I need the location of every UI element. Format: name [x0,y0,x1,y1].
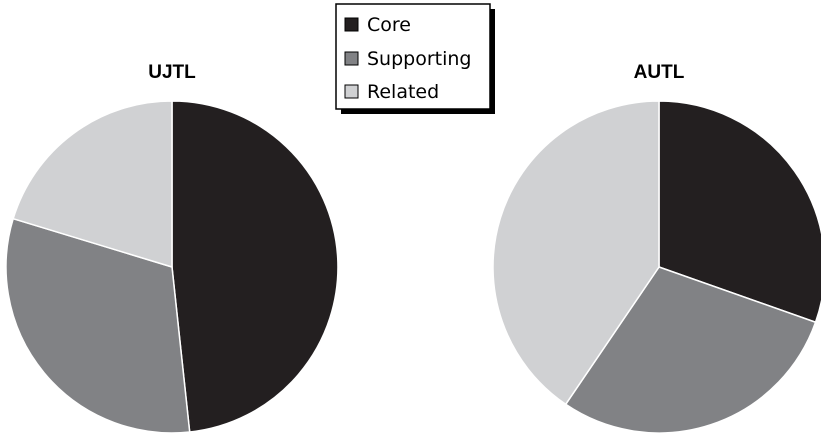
legend-label-core: Core [367,14,411,36]
pie-slice-autl-related [492,100,660,406]
pie-slice-autl-supporting [564,266,817,433]
pie-slice-ujtl-related [12,100,173,268]
pie-chart-ujtl: UJTL [5,62,339,433]
legend-item-related: Related [344,81,439,103]
legend-label-supporting: Supporting [367,48,472,70]
legend-item-supporting: Supporting [344,48,472,70]
legend-swatch-related [344,84,359,99]
legend-box [335,3,491,110]
chart-title-ujtl: UJTL [148,62,196,83]
legend-item-core: Core [344,14,411,36]
pie-slice-ujtl-core [171,100,339,433]
pie-slice-ujtl-supporting [5,217,191,433]
chart-title-autl: AUTL [634,62,685,83]
legend: Core Supporting Related [335,3,495,114]
pie-slice-autl-core [658,100,821,323]
pie-chart-autl: AUTL [492,62,821,433]
legend-swatch-supporting [344,51,359,66]
pie-slices-autl [492,100,821,433]
pie-slices-ujtl [5,100,339,433]
legend-swatch-core [344,17,359,32]
legend-label-related: Related [367,81,439,103]
